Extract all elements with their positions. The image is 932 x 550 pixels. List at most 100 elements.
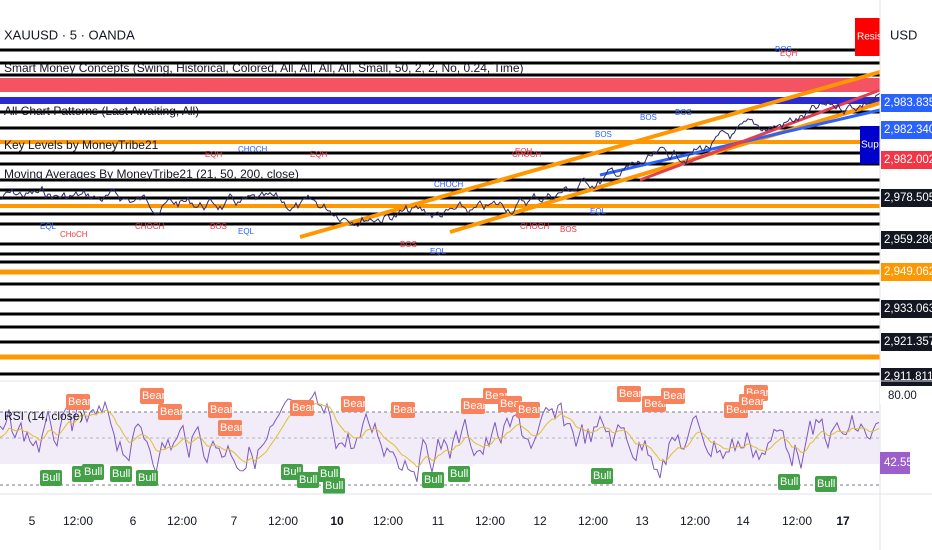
bear-label-bg — [208, 402, 232, 418]
time-label: 12:00 — [373, 514, 403, 528]
annotation: CHOCH — [135, 222, 165, 231]
time-label: 12 — [533, 514, 547, 528]
time-label: 13 — [635, 514, 649, 528]
indicator-legend: Moving Averages By MoneyTribe21 (21, 50,… — [4, 167, 299, 181]
time-label: 12:00 — [578, 514, 608, 528]
bear-label-bg — [158, 404, 182, 420]
annotation: CHOCH — [238, 145, 268, 154]
bear-label-bg — [391, 402, 415, 418]
annotation: EQH — [515, 147, 533, 156]
time-label: 14 — [736, 514, 750, 528]
price-label: 2,982.002 — [884, 154, 932, 166]
supp-label: Supp — [861, 140, 885, 151]
bull-label-bg — [448, 466, 470, 482]
annotation: BOS — [595, 130, 612, 139]
bull-label-bg — [136, 470, 158, 486]
price-label: 2,983.835 — [884, 97, 932, 109]
price-label-bg — [881, 231, 932, 249]
indicator-legend: Key Levels by MoneyTribe21 — [4, 138, 159, 152]
resist-box — [855, 18, 881, 56]
annotation: BOS — [210, 222, 227, 231]
bear-label-bg — [290, 400, 314, 416]
annotation: BOS — [640, 113, 657, 122]
bull-label-bg — [40, 470, 62, 486]
time-axis: 5 12:00 6 12:00 7 12:00 10 12:00 11 12:00 12 12:00 1… — [29, 514, 850, 528]
bull-label-bg — [591, 468, 613, 484]
bull-label: Bull — [299, 474, 317, 486]
bear-label: Bear — [220, 422, 244, 434]
bear-label-bg — [516, 402, 540, 418]
bull-label: Bull — [283, 466, 301, 478]
bull-label: Bull — [593, 470, 611, 482]
bull-label: Bull — [424, 474, 442, 486]
bear-label: Bear — [160, 406, 184, 418]
indicator-legend: Smart Money Concepts (Swing, Historical,… — [4, 61, 524, 75]
price-label: 2,911.811 — [884, 371, 932, 383]
resistance-zone — [0, 78, 880, 92]
currency: USD — [890, 27, 917, 42]
bear-label: Bear — [393, 404, 417, 416]
resist-label: Resist — [857, 32, 885, 43]
time-label: 17 — [836, 514, 850, 528]
price-label: 2,921.357 — [884, 336, 932, 348]
bear-label-bg — [218, 420, 242, 436]
bull-label: Bull — [817, 478, 835, 490]
price-label-bg — [881, 121, 932, 139]
annotation: CHOCH — [520, 222, 550, 231]
rsi-scale: 42.55 — [884, 457, 913, 469]
key-levels — [0, 48, 881, 376]
symbol-title: XAUUSD · 5 · OANDA — [4, 27, 135, 42]
time-label: 10 — [330, 514, 344, 528]
price-labels: 2,983.835 2,982.340 2,982.002 2,978.505 2,95… — [881, 94, 932, 386]
annotation: BOS — [675, 108, 692, 117]
price-label-bg — [881, 333, 932, 351]
time-label: 11 — [432, 514, 445, 528]
bull-label: Bull — [450, 468, 468, 480]
bull-label-bg — [82, 464, 104, 480]
bull-label-bg — [422, 472, 444, 488]
support-band — [0, 97, 880, 104]
bear-label: Bear — [142, 390, 166, 402]
price-label-bg — [881, 300, 932, 318]
bull-label: Bull — [112, 468, 130, 480]
annotation: CHoCH — [60, 230, 88, 239]
bear-label-bg — [66, 394, 90, 410]
rsi-scale: 80.00 — [888, 390, 917, 402]
price-label-bg — [881, 263, 932, 281]
bull-label: Bull — [42, 472, 60, 484]
price-label: 2,949.062 — [884, 266, 932, 278]
bear-label-bg — [140, 388, 164, 404]
bear-label: Bear — [663, 390, 687, 402]
bear-label: Bear — [463, 400, 487, 412]
annotation: EQH — [780, 49, 798, 58]
rsi-pane: RSI (14, close) 80.00 42.55 Bear Bear Bear… — [0, 380, 932, 494]
price-label: 2,959.286 — [884, 234, 932, 246]
supp-box — [860, 126, 881, 164]
bear-label-bg — [642, 396, 666, 412]
time-label: 12:00 — [167, 514, 197, 528]
time-label: 12:00 — [680, 514, 710, 528]
bull-label-bg — [110, 466, 132, 482]
time-label: 6 — [130, 514, 137, 528]
rsi-title: RSI (14, close) — [4, 409, 83, 423]
time-label: 12:00 — [782, 514, 812, 528]
time-label: 12:00 — [475, 514, 505, 528]
annotation: EQH — [310, 150, 328, 159]
bear-label-bg — [661, 388, 685, 404]
price-label-bg — [881, 189, 932, 207]
bull-label: Bull — [138, 472, 156, 484]
bear-label-bg — [739, 394, 763, 410]
bear-label-bg — [617, 386, 641, 402]
annotation: BOS — [775, 45, 792, 54]
annotation: EQH — [205, 150, 223, 159]
annotation: EQL — [238, 227, 255, 236]
bear-label: Bear — [619, 388, 643, 400]
price-label: 2,933.063 — [884, 303, 932, 315]
annotation: BOS — [560, 225, 577, 234]
bull-label: Bull — [325, 480, 343, 492]
bull-label-bg — [778, 474, 800, 490]
bull-label-bg — [815, 476, 837, 492]
bull-label-bg — [297, 472, 319, 488]
time-label: 12:00 — [63, 514, 93, 528]
